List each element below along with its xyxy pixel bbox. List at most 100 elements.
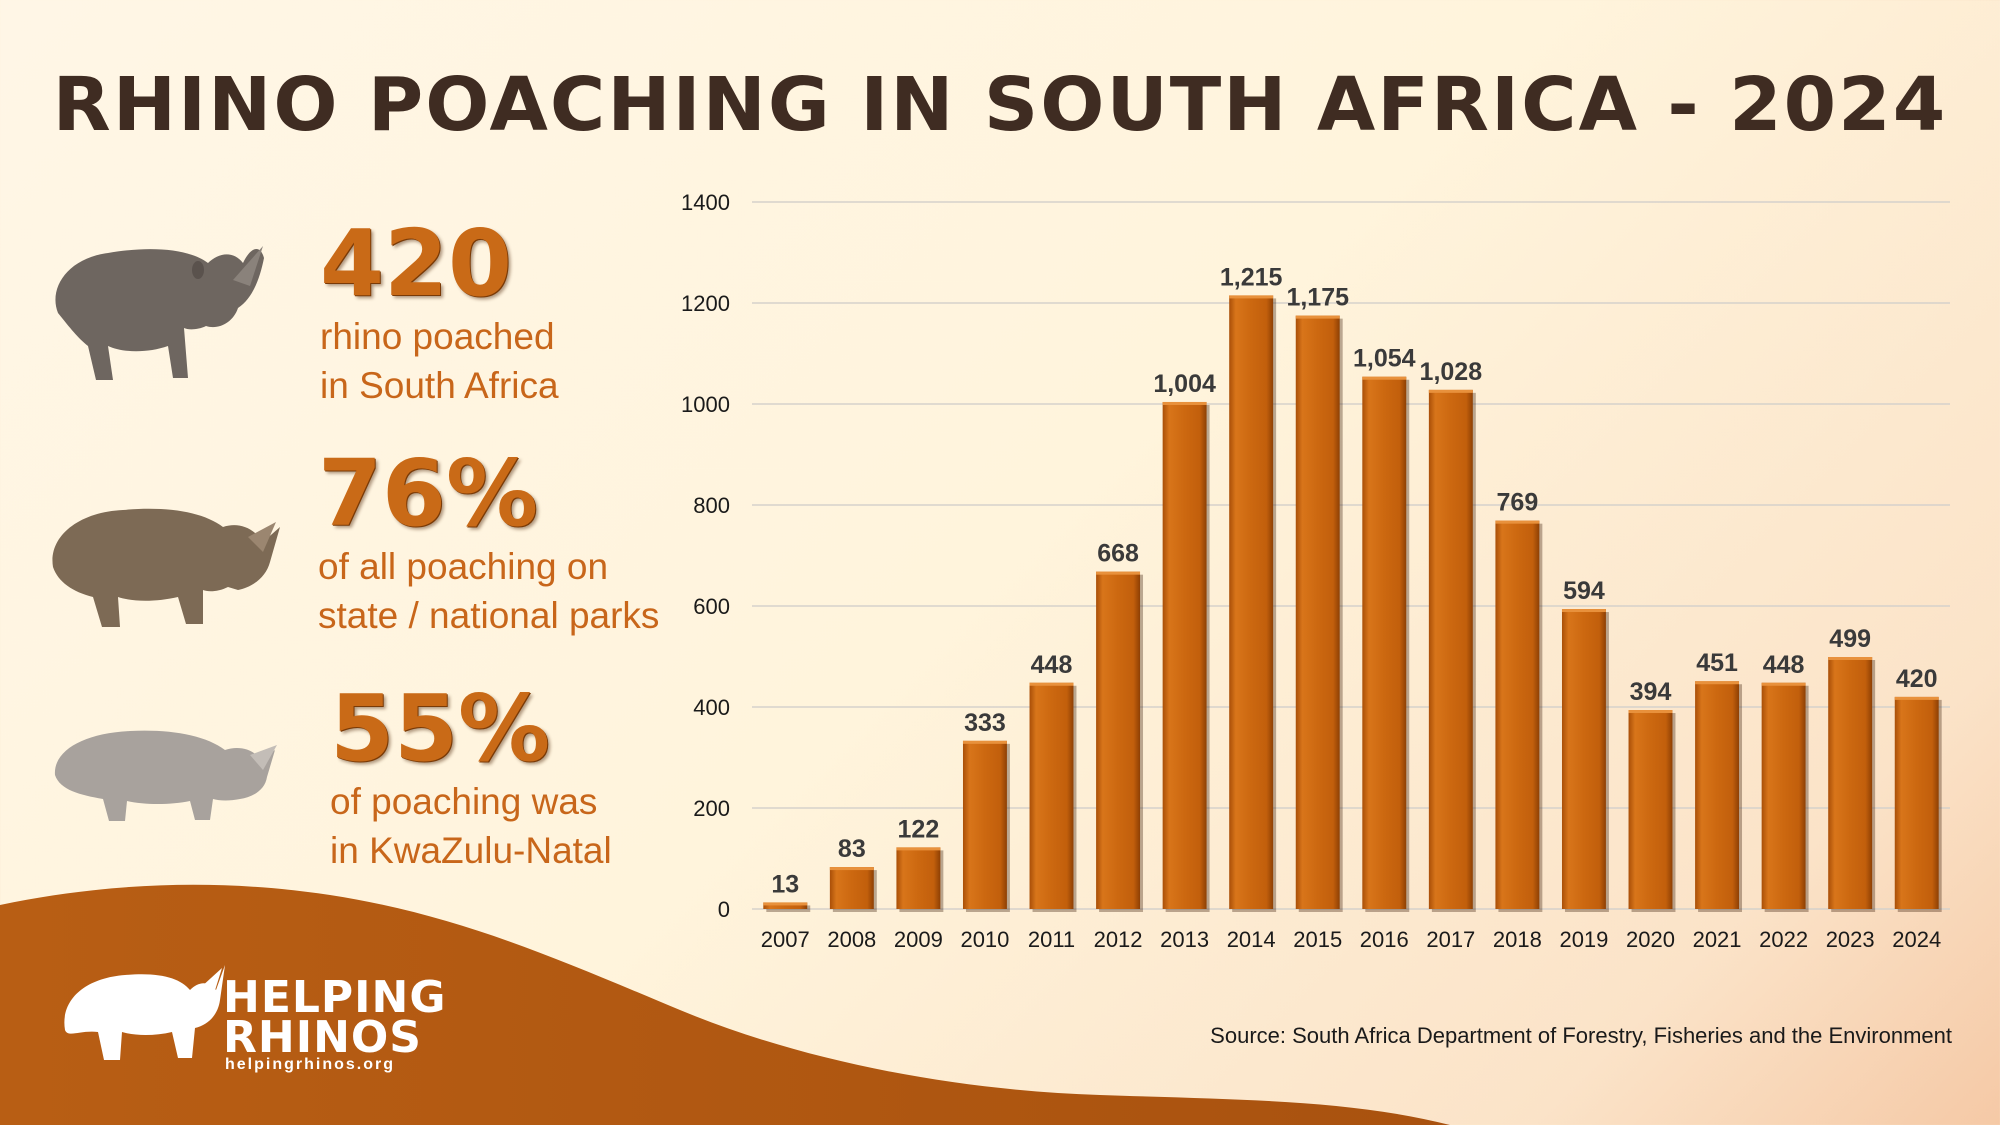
stat-desc-line1: of poaching was bbox=[330, 781, 598, 822]
data-label: 594 bbox=[1563, 577, 1605, 605]
bar-highlight bbox=[1561, 609, 1606, 613]
x-tick-label: 2023 bbox=[1826, 927, 1875, 952]
data-label: 13 bbox=[771, 870, 799, 898]
bar bbox=[962, 740, 1007, 909]
data-label: 122 bbox=[898, 815, 940, 843]
stat-desc-line1: of all poaching on bbox=[318, 546, 609, 587]
x-tick-label: 2013 bbox=[1160, 927, 1209, 952]
x-tick-label: 2014 bbox=[1227, 927, 1276, 952]
bar-highlight bbox=[1295, 315, 1340, 319]
source-note: Source: South Africa Department of Fores… bbox=[1210, 1023, 1952, 1048]
stat-desc-line1: rhino poached bbox=[320, 316, 555, 357]
white-rhino-icon bbox=[52, 508, 281, 627]
bar bbox=[896, 847, 941, 909]
bar-highlight bbox=[1428, 389, 1473, 393]
x-tick-label: 2019 bbox=[1559, 927, 1608, 952]
bar bbox=[1628, 710, 1673, 909]
data-label: 83 bbox=[838, 835, 866, 863]
bar-highlight bbox=[1828, 657, 1873, 661]
data-label: 1,175 bbox=[1286, 284, 1349, 312]
stat-value: 420 bbox=[320, 210, 513, 317]
y-tick-label: 1400 bbox=[681, 190, 730, 215]
stat-kwazulu-natal: 55% of poaching was in KwaZulu-Natal bbox=[330, 683, 612, 873]
stat-value: 76% bbox=[318, 440, 539, 547]
bar bbox=[1362, 376, 1407, 910]
bar-highlight bbox=[1229, 295, 1274, 299]
bar bbox=[1096, 571, 1141, 909]
x-tick-label: 2009 bbox=[894, 927, 943, 952]
bar-highlight bbox=[763, 902, 808, 906]
helping-rhinos-logo[interactable]: HELPING RHINOS helpingrhinos.org bbox=[60, 960, 445, 1075]
x-tick-label: 2015 bbox=[1293, 927, 1342, 952]
stat-value: 55% bbox=[330, 675, 551, 782]
x-tick-label: 2016 bbox=[1360, 927, 1409, 952]
data-label: 499 bbox=[1829, 625, 1871, 653]
x-tick-label: 2018 bbox=[1493, 927, 1542, 952]
bar-highlight bbox=[1029, 682, 1074, 686]
bar-highlight bbox=[1894, 696, 1939, 700]
bar-highlight bbox=[1761, 682, 1806, 686]
stat-state-parks: 76% of all poaching on state / national … bbox=[318, 448, 659, 638]
bar-highlight bbox=[896, 847, 941, 851]
bar bbox=[1561, 609, 1606, 909]
bar bbox=[829, 867, 874, 909]
bar bbox=[1295, 315, 1340, 909]
x-tick-label: 2008 bbox=[827, 927, 876, 952]
page-title: RHINO POACHING IN SOUTH AFRICA - 2024 bbox=[52, 62, 1948, 148]
data-label: 448 bbox=[1763, 651, 1805, 679]
y-tick-label: 1000 bbox=[681, 392, 730, 417]
bar-highlight bbox=[829, 867, 874, 871]
bar bbox=[763, 902, 808, 909]
stat-desc-line2: state / national parks bbox=[318, 595, 660, 636]
logo-line2: RHINOS bbox=[223, 1012, 422, 1063]
bar bbox=[1828, 657, 1873, 909]
y-tick-label: 200 bbox=[693, 796, 730, 821]
bar bbox=[1894, 696, 1939, 909]
stat-desc-line2: in South Africa bbox=[320, 365, 559, 406]
data-label: 769 bbox=[1497, 489, 1539, 517]
bar bbox=[1761, 682, 1806, 909]
bar-highlight bbox=[1162, 401, 1207, 405]
y-tick-label: 1200 bbox=[681, 291, 730, 316]
x-tick-label: 2007 bbox=[761, 927, 810, 952]
data-label: 1,004 bbox=[1153, 370, 1216, 398]
data-label: 1,028 bbox=[1420, 358, 1483, 386]
data-label: 420 bbox=[1896, 665, 1938, 693]
data-label: 1,215 bbox=[1220, 263, 1283, 291]
y-tick-label: 800 bbox=[693, 493, 730, 518]
bar bbox=[1229, 295, 1274, 909]
bar-highlight bbox=[1495, 520, 1540, 524]
grey-rhino-icon bbox=[54, 730, 277, 821]
black-rhino-icon bbox=[55, 246, 264, 380]
data-label: 1,054 bbox=[1353, 345, 1416, 373]
x-tick-label: 2010 bbox=[960, 927, 1009, 952]
bar bbox=[1695, 681, 1740, 909]
y-tick-label: 600 bbox=[693, 594, 730, 619]
data-label: 333 bbox=[964, 709, 1006, 737]
data-label: 668 bbox=[1097, 540, 1139, 568]
bar bbox=[1495, 520, 1540, 909]
bar bbox=[1428, 389, 1473, 909]
stat-poached: 420 rhino poached in South Africa bbox=[320, 218, 559, 408]
bar bbox=[1162, 401, 1207, 909]
rhino-logo-icon bbox=[64, 965, 225, 1060]
logo-line1: HELPING bbox=[223, 972, 447, 1023]
x-tick-label: 2017 bbox=[1426, 927, 1475, 952]
bar-highlight bbox=[1628, 710, 1673, 714]
bar-highlight bbox=[1695, 681, 1740, 685]
x-tick-label: 2011 bbox=[1028, 927, 1075, 952]
x-tick-label: 2012 bbox=[1094, 927, 1143, 952]
y-tick-label: 0 bbox=[718, 897, 730, 922]
data-label: 451 bbox=[1696, 649, 1738, 677]
bar-highlight bbox=[962, 740, 1007, 744]
x-tick-label: 2022 bbox=[1759, 927, 1808, 952]
bar-highlight bbox=[1362, 376, 1407, 380]
bar-highlight bbox=[1096, 571, 1141, 575]
y-tick-label: 400 bbox=[693, 695, 730, 720]
x-tick-label: 2024 bbox=[1892, 927, 1941, 952]
x-tick-label: 2021 bbox=[1693, 927, 1742, 952]
logo-url: helpingrhinos.org bbox=[225, 1056, 395, 1073]
bar bbox=[1029, 682, 1074, 909]
